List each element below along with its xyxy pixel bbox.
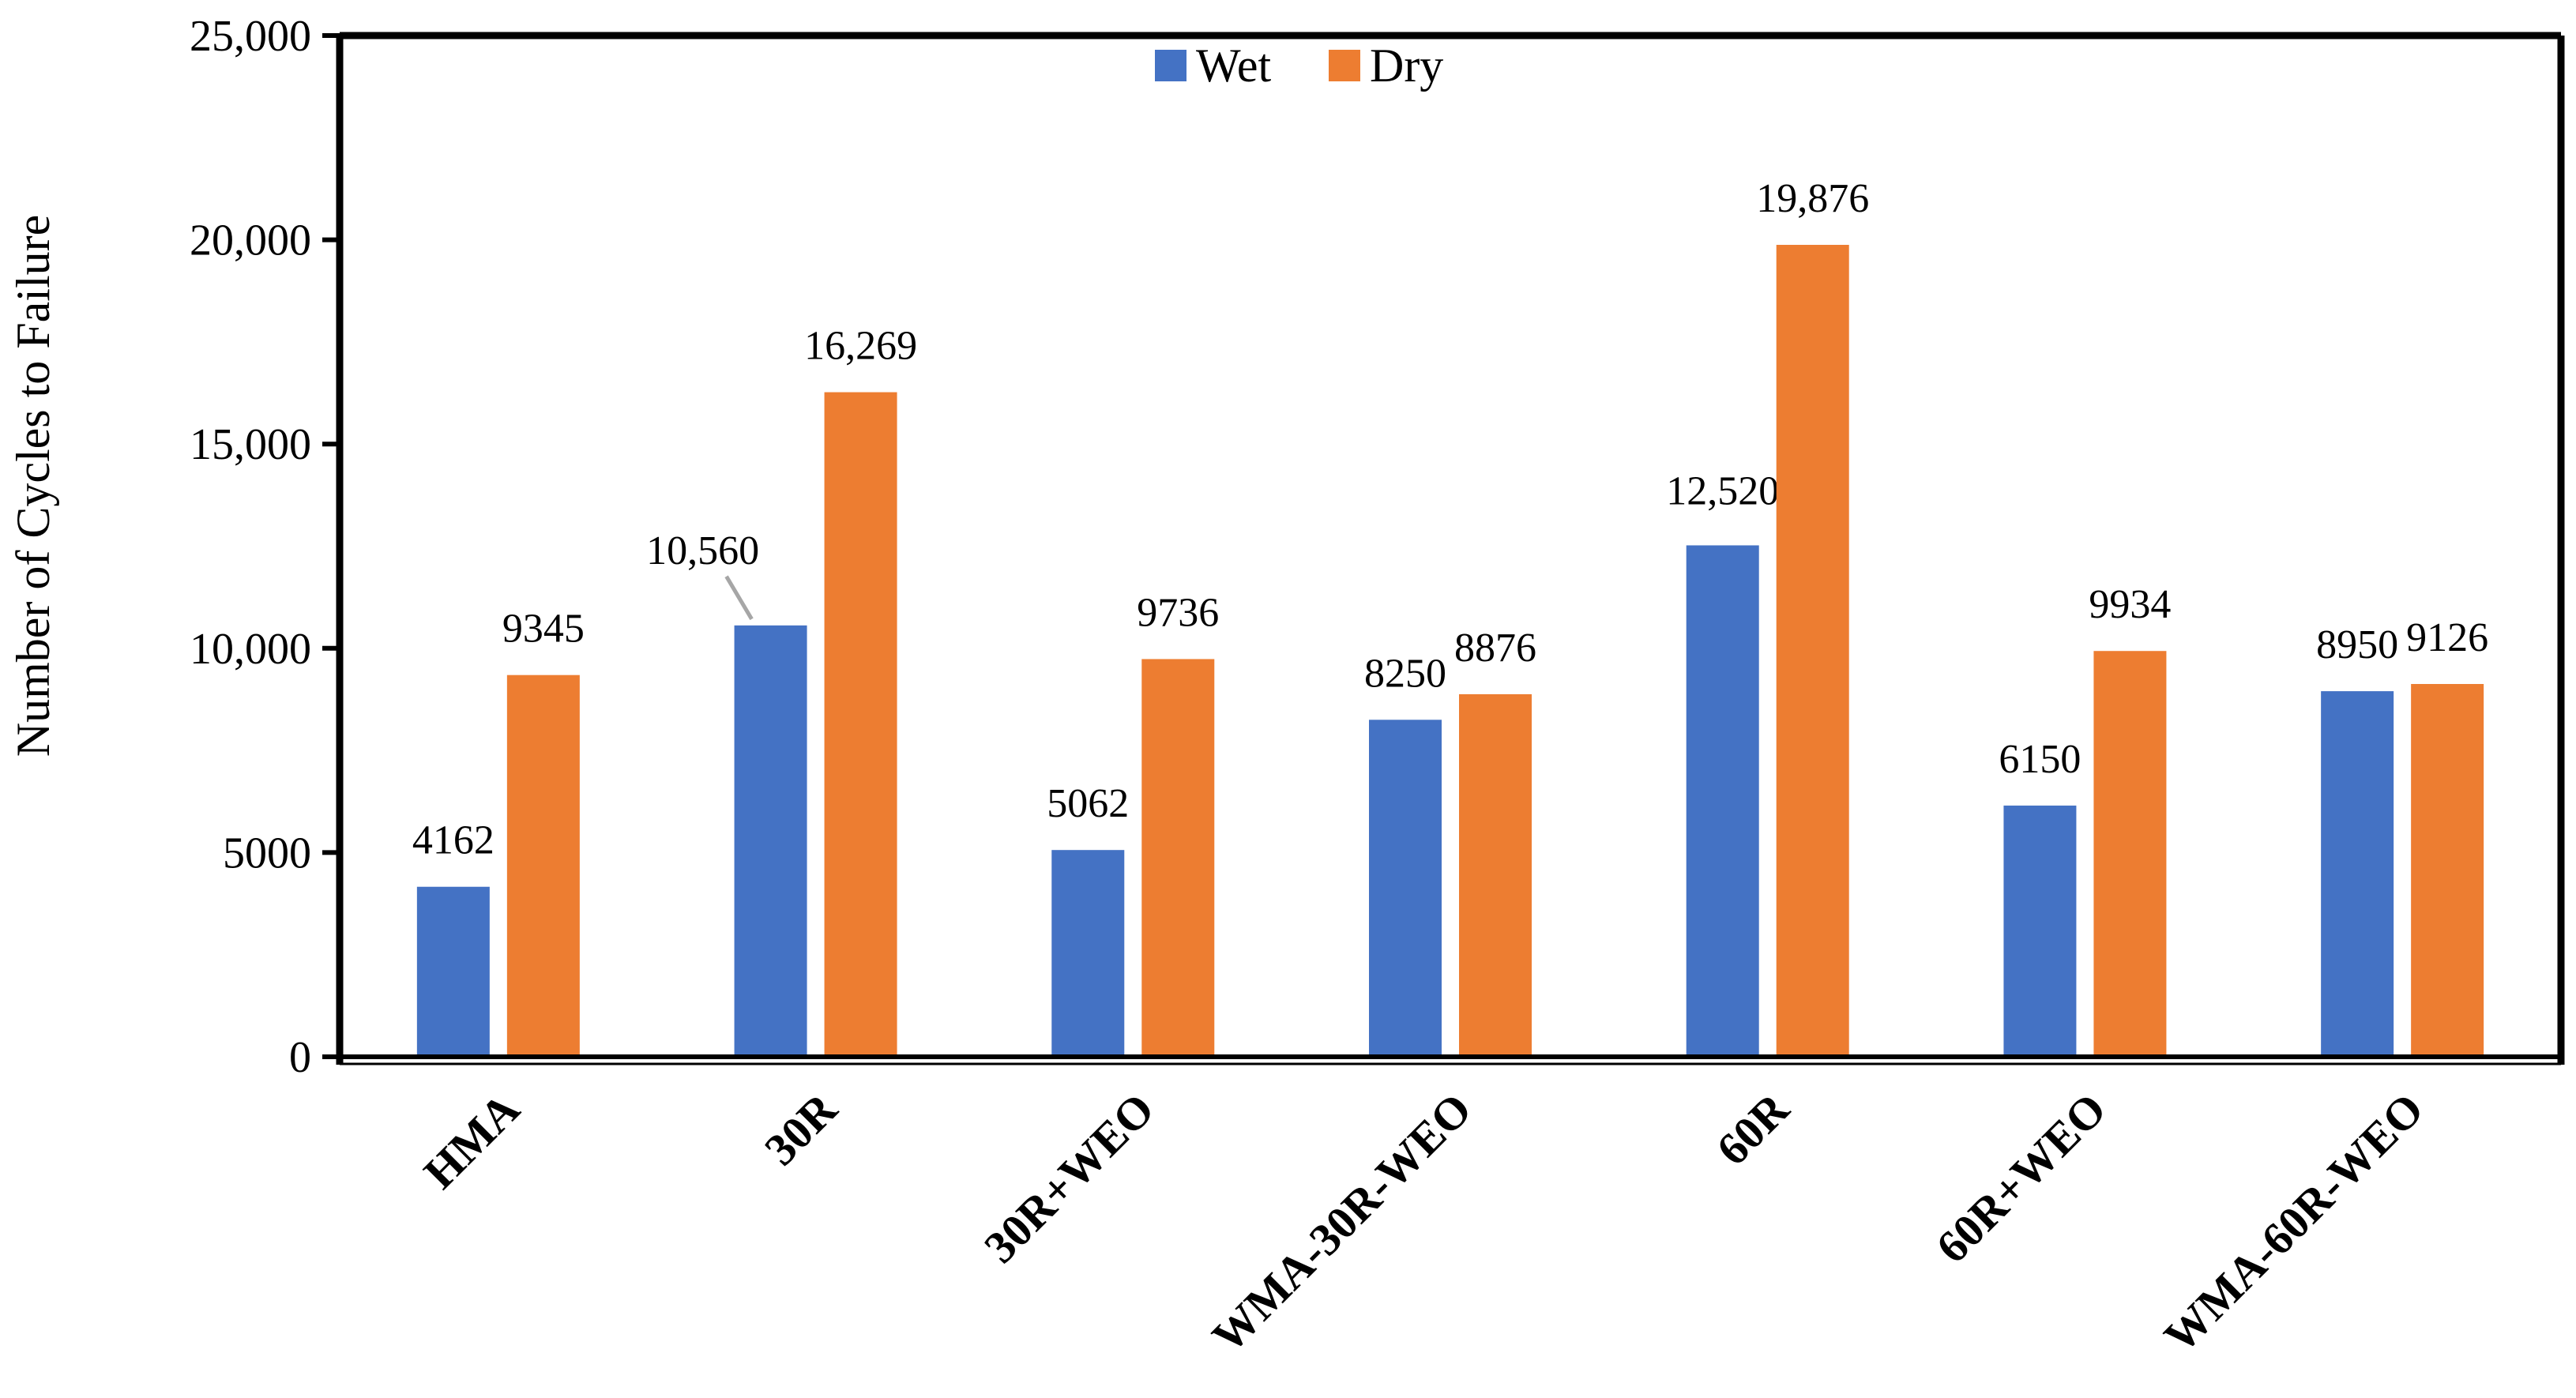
data-label: 9126 [2406, 615, 2488, 660]
data-label: 9345 [502, 607, 585, 652]
y-tick-label: 25,000 [190, 12, 311, 61]
data-label: 8876 [1454, 626, 1536, 671]
data-label: 6150 [1999, 737, 2081, 782]
bar-wet [1051, 850, 1125, 1057]
legend: Wet Dry [1155, 39, 1443, 92]
data-label: 8950 [2316, 622, 2398, 667]
data-label-leader [724, 575, 754, 621]
bar-dry [824, 392, 897, 1057]
data-label: 12,520 [1666, 468, 1779, 513]
y-tick-label: 10,000 [190, 625, 311, 674]
bar-wet [734, 625, 807, 1057]
y-tick-label: 5000 [223, 829, 311, 878]
y-tick-label: 0 [289, 1033, 311, 1082]
legend-swatch-wet [1155, 50, 1186, 81]
plot-area: 0 5000 10,000 15,000 20,000 25,000 4162 9345 HMA… [190, 12, 2565, 1362]
legend-label-dry: Dry [1370, 39, 1443, 92]
legend-label-wet: Wet [1196, 39, 1271, 92]
legend-swatch-dry [1329, 50, 1360, 81]
x-tick-label: 30R+WEO [974, 1083, 1164, 1272]
bar-dry [1459, 693, 1532, 1057]
bar-dry [2093, 651, 2167, 1057]
x-tick-label: WMA-30R-WEO [1202, 1083, 1482, 1362]
data-label: 4162 [412, 818, 495, 863]
x-tick-label: 60R [1706, 1082, 1799, 1174]
bar-wet [2003, 805, 2077, 1057]
data-label: 5062 [1047, 781, 1129, 826]
bar-wet [1369, 720, 1442, 1057]
x-tick-label: HMA [414, 1083, 529, 1198]
data-label: 9934 [2089, 582, 2171, 627]
bar-dry [1776, 245, 1849, 1057]
y-tick-label: 20,000 [190, 216, 311, 265]
x-tick-label: WMA-60R-WEO [2154, 1083, 2434, 1362]
x-tick-label: 60R+WEO [1926, 1083, 2115, 1272]
data-label: 10,560 [646, 528, 759, 573]
bar-wet [2321, 691, 2394, 1057]
data-label: 16,269 [804, 324, 917, 369]
data-label: 8250 [1364, 651, 1446, 696]
data-label: 9736 [1137, 590, 1219, 635]
x-tick-label: 30R [754, 1082, 847, 1174]
bar-wet [1686, 545, 1759, 1057]
bar-dry [2411, 684, 2484, 1057]
bar-dry [1141, 659, 1215, 1057]
bar-wet [416, 886, 490, 1057]
bar-dry [506, 675, 580, 1057]
y-tick-label: 15,000 [190, 420, 311, 469]
y-axis-title: Number of Cycles to Failure [7, 215, 59, 757]
data-label: 19,876 [1756, 176, 1869, 221]
